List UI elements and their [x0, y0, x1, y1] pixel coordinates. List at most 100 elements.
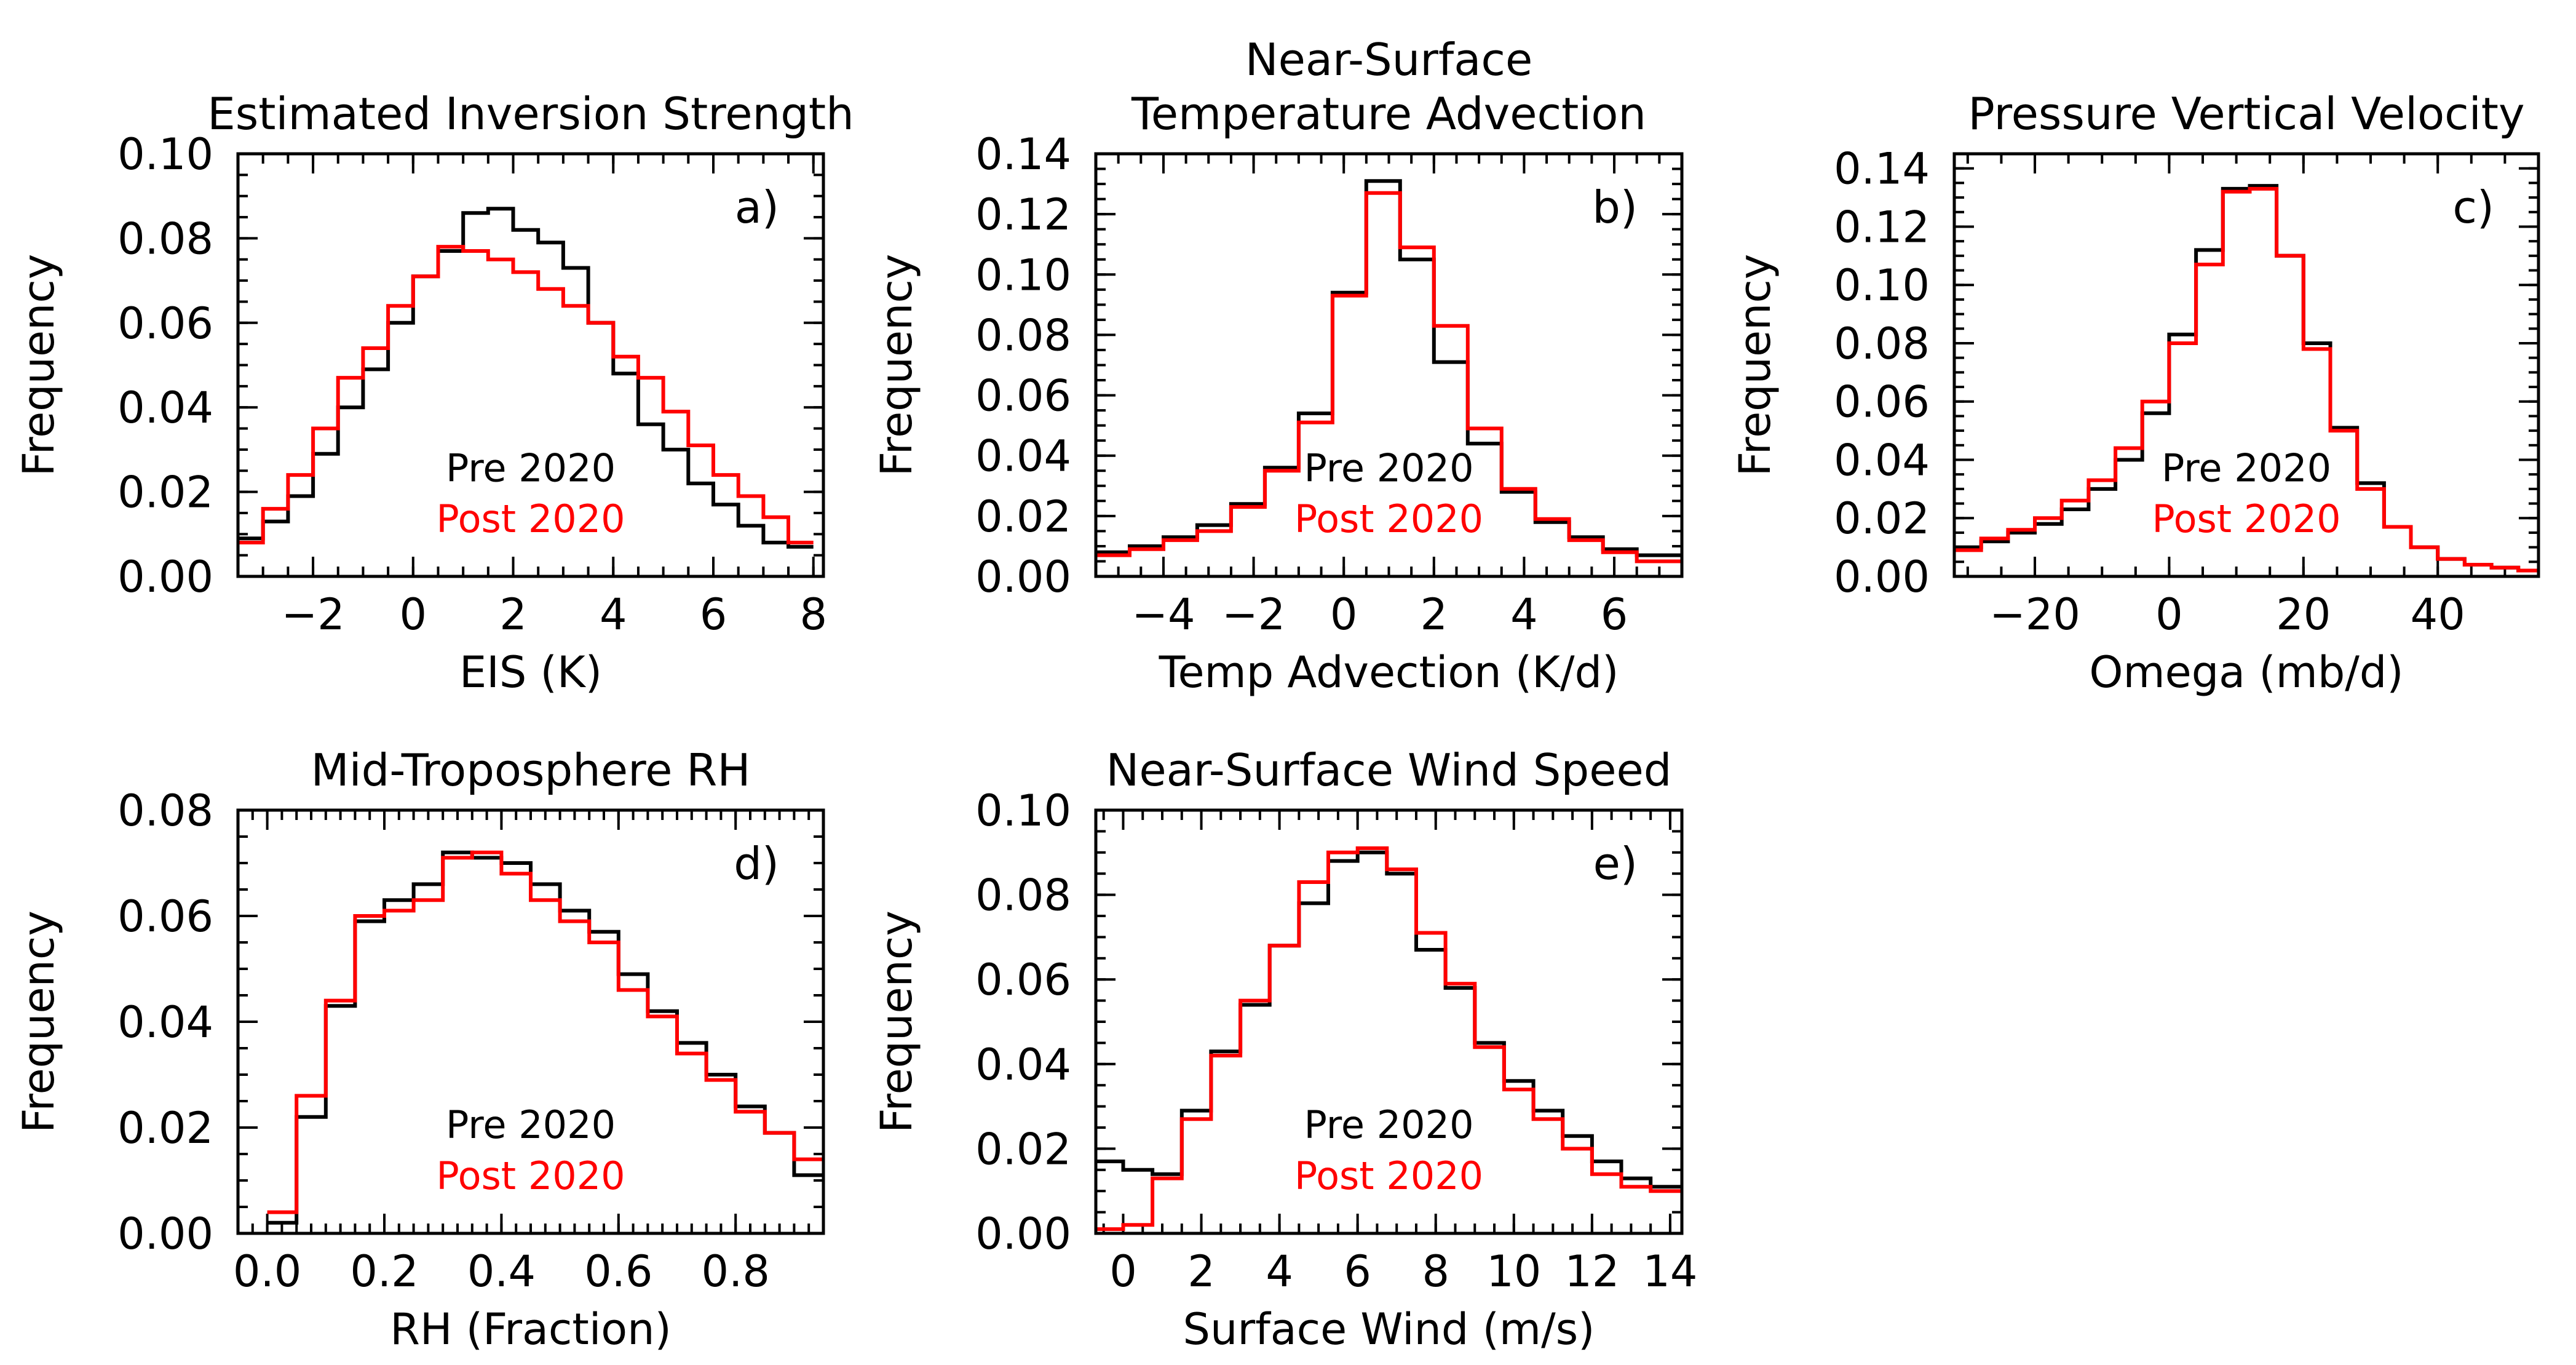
y-tick-label: 0.06	[1834, 377, 1930, 428]
x-tick-label: 0	[1109, 1246, 1137, 1297]
x-axis-label: Omega (mb/d)	[2089, 647, 2403, 698]
x-axis-label: Temp Advection (K/d)	[1159, 647, 1619, 698]
x-tick-label: 2	[499, 589, 527, 640]
chart-panel-4: 0.0 0.2 0.4 0.6 0.8 0.00 0.02 0.04 0.06 0.08 RH (F…	[14, 744, 825, 1355]
axes-frame	[236, 808, 825, 1235]
axes-frame	[1094, 808, 1684, 1235]
axes-frame	[1952, 152, 2540, 578]
y-tick-label: 0.10	[975, 250, 1071, 300]
x-tick-label: 0	[400, 589, 427, 640]
x-tick-label: 6	[700, 589, 727, 640]
x-tick-label: 6	[1344, 1246, 1371, 1297]
post-2020-histogram-line	[1954, 186, 2538, 573]
chart-panel-2: −4 −2 0 2 4 6 0.00 0.02 0.04 0.06 0.08 0.10 0.12 0.14…	[871, 34, 1684, 698]
x-tick-label: 0.8	[702, 1246, 770, 1297]
post-2020-histogram-line	[1096, 191, 1682, 563]
x-tick-label: 8	[799, 589, 827, 640]
y-tick-label: 0.02	[117, 1103, 213, 1153]
panel-label: d)	[734, 838, 779, 889]
y-tick-label: 0.12	[1834, 202, 1930, 252]
x-tick-label: 4	[1510, 589, 1538, 640]
legend-pre-2020: Pre 2020	[446, 445, 616, 490]
y-tick-label: 0.04	[975, 431, 1071, 482]
x-tick-label: 2	[1187, 1246, 1215, 1297]
x-tick-label: 20	[2276, 589, 2331, 640]
y-tick-label: 0.04	[975, 1040, 1071, 1090]
y-tick-label: 0.08	[1834, 319, 1930, 369]
x-tick-label: 4	[600, 589, 627, 640]
y-tick-label: 0.06	[117, 891, 213, 942]
y-tick-label: 0.00	[117, 552, 213, 602]
legend-post-2020: Post 2020	[1294, 496, 1483, 541]
legend-pre-2020: Pre 2020	[1304, 445, 1473, 490]
chart-panel-1: −2 0 2 4 6 8 0.00 0.02 0.04 0.06 0.08 0.10 EIS (K) Fr…	[14, 88, 854, 698]
x-tick-label: −2	[281, 589, 344, 640]
y-axis-label: Frequency	[14, 254, 64, 477]
y-tick-label: 0.08	[117, 213, 213, 264]
x-tick-label: 10	[1486, 1246, 1541, 1297]
x-tick-label: 40	[2411, 589, 2465, 640]
y-axis-label: Frequency	[871, 254, 922, 477]
axes-frame	[1094, 152, 1684, 578]
x-axis-label: Surface Wind (m/s)	[1183, 1304, 1595, 1355]
post-2020-histogram-line	[1096, 846, 1682, 1232]
legend-post-2020: Post 2020	[1294, 1153, 1483, 1198]
legend-pre-2020: Pre 2020	[1304, 1102, 1473, 1147]
x-tick-label: 12	[1564, 1246, 1619, 1297]
panel-title: Near-Surface Wind Speed	[1106, 744, 1672, 796]
x-tick-label: 0.0	[233, 1246, 301, 1297]
panel-title: Estimated Inversion Strength	[207, 88, 854, 140]
y-tick-label: 0.08	[975, 870, 1071, 921]
panel-label: b)	[1592, 181, 1638, 233]
y-tick-label: 0.02	[975, 491, 1071, 542]
y-tick-label: 0.14	[975, 129, 1071, 180]
y-tick-label: 0.06	[975, 371, 1071, 421]
y-tick-label: 0.02	[975, 1124, 1071, 1174]
y-tick-label: 0.00	[975, 1209, 1071, 1259]
y-tick-label: 0.08	[975, 310, 1071, 360]
post-2020-histogram-line	[238, 245, 814, 544]
y-tick-label: 0.10	[117, 129, 213, 180]
panel-title: Near-Surface	[1245, 34, 1533, 86]
axes-frame	[236, 152, 825, 578]
x-tick-label: 8	[1422, 1246, 1449, 1297]
x-tick-label: 6	[1601, 589, 1628, 640]
y-tick-label: 0.08	[117, 786, 213, 836]
panel-title: Mid-Troposphere RH	[311, 744, 751, 796]
legend-pre-2020: Pre 2020	[2162, 445, 2331, 490]
x-tick-label: 14	[1643, 1246, 1697, 1297]
y-axis-label: Frequency	[1730, 254, 1780, 477]
legend-post-2020: Post 2020	[436, 1153, 625, 1198]
panel-title: Temperature Advection	[1131, 88, 1646, 140]
y-tick-label: 0.14	[1834, 144, 1930, 194]
chart-panel-5: 0 2 4 6 8 10 12 14 0.00 0.02 0.04 0.06 0.08 0.10 Surfa…	[871, 744, 1697, 1355]
legend-post-2020: Post 2020	[436, 496, 625, 541]
x-tick-label: −2	[1222, 589, 1285, 640]
y-tick-label: 0.00	[117, 1209, 213, 1259]
panel-label: e)	[1593, 838, 1638, 889]
post-2020-histogram-line	[267, 850, 823, 1214]
x-tick-label: 0	[1330, 589, 1358, 640]
y-tick-label: 0.04	[1834, 435, 1930, 485]
x-tick-label: 4	[1266, 1246, 1293, 1297]
x-axis-label: EIS (K)	[459, 647, 602, 698]
x-tick-label: −4	[1131, 589, 1195, 640]
x-tick-label: −20	[1989, 589, 2080, 640]
y-tick-label: 0.02	[1834, 493, 1930, 544]
y-tick-label: 0.06	[117, 298, 213, 349]
y-tick-label: 0.04	[117, 383, 213, 433]
y-tick-label: 0.00	[1834, 552, 1930, 602]
legend-post-2020: Post 2020	[2152, 496, 2340, 541]
x-tick-label: 0.2	[350, 1246, 418, 1297]
panel-label: a)	[735, 181, 779, 233]
x-tick-label: 0	[2155, 589, 2183, 640]
y-tick-label: 0.10	[1834, 260, 1930, 311]
y-axis-label: Frequency	[871, 910, 922, 1133]
y-tick-label: 0.06	[975, 955, 1071, 1005]
y-tick-label: 0.00	[975, 552, 1071, 602]
x-tick-label: 2	[1421, 589, 1448, 640]
pre-2020-histogram-line	[267, 850, 823, 1225]
panel-title: Pressure Vertical Velocity	[1968, 88, 2524, 140]
